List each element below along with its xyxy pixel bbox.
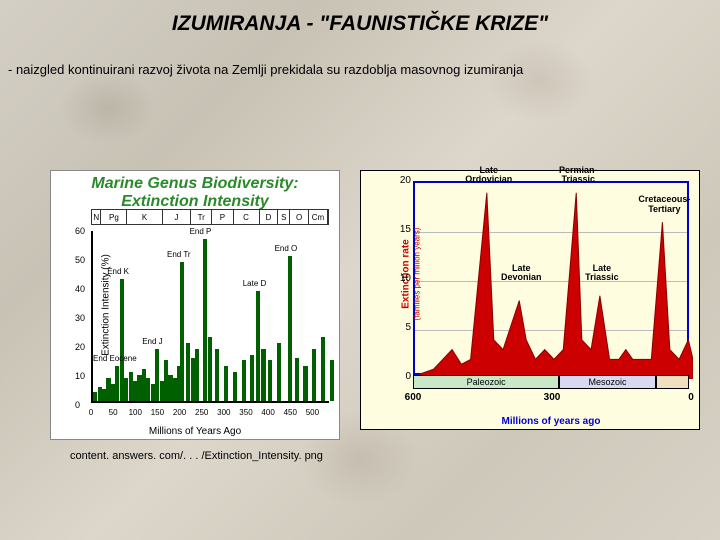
ytick: 20 bbox=[75, 342, 85, 352]
subtitle: - naizgled kontinuirani razvoj života na… bbox=[8, 62, 523, 77]
xtick: 0 bbox=[688, 392, 694, 403]
chart-left-title: Marine Genus Biodiversity: Extinction In… bbox=[51, 171, 339, 211]
peak-label: End J bbox=[142, 337, 162, 346]
peak-label: Cretaceous-Tertiary bbox=[634, 195, 694, 214]
peak-label: End P bbox=[190, 227, 212, 236]
period-cell: S bbox=[278, 210, 290, 224]
xtick: 400 bbox=[261, 408, 274, 417]
ytick: 20 bbox=[397, 175, 411, 186]
chart-right-ylabel-sub: (families per million years) bbox=[412, 228, 421, 321]
xtick: 100 bbox=[129, 408, 142, 417]
xtick: 150 bbox=[151, 408, 164, 417]
peak-label: LateOrdovician bbox=[459, 166, 519, 185]
era-cell bbox=[656, 375, 689, 389]
extinction-bar bbox=[215, 349, 219, 401]
chart-right-xlabel: Millions of years ago bbox=[413, 416, 689, 427]
xtick: 250 bbox=[195, 408, 208, 417]
extinction-bar bbox=[268, 360, 272, 401]
extinction-bar bbox=[261, 349, 265, 401]
extinction-bar bbox=[321, 337, 325, 401]
ytick: 5 bbox=[397, 322, 411, 333]
extinction-bar bbox=[250, 355, 254, 401]
peak-label: End O bbox=[275, 244, 298, 253]
extinction-bar bbox=[256, 291, 260, 401]
period-cell: N bbox=[92, 210, 101, 224]
ytick: 10 bbox=[75, 371, 85, 381]
extinction-bar bbox=[303, 366, 307, 401]
chart-left-xlabel: Millions of Years Ago bbox=[51, 426, 339, 437]
peak-label: Late D bbox=[243, 279, 267, 288]
era-bar: PaleozoicMesozoic bbox=[413, 375, 689, 389]
period-cell: J bbox=[163, 210, 191, 224]
chart-left-title-line1: Marine Genus Biodiversity: bbox=[91, 175, 298, 192]
extinction-bar bbox=[203, 239, 207, 401]
chart-left-caption: content. answers. com/. . . /Extinction_… bbox=[70, 450, 323, 462]
ytick: 0 bbox=[75, 400, 80, 410]
peak-label: LateDevonian bbox=[491, 264, 551, 283]
period-cell: P bbox=[212, 210, 233, 224]
peak-label: Permian-Triassic bbox=[548, 166, 608, 185]
chart-left-ylabel: Extinction Intensity (%) bbox=[100, 254, 111, 356]
extinction-bar bbox=[180, 262, 184, 401]
period-cell: Pg bbox=[101, 210, 127, 224]
extinction-bar bbox=[115, 366, 119, 401]
period-cell: K bbox=[127, 210, 162, 224]
chart-extinction-rate: LateOrdovicianPermian-TriassicLateDevoni… bbox=[360, 170, 700, 430]
extinction-bar bbox=[288, 256, 292, 401]
xtick: 300 bbox=[544, 392, 561, 403]
xtick: 500 bbox=[306, 408, 319, 417]
extinction-bar bbox=[208, 337, 212, 401]
xtick: 0 bbox=[89, 408, 93, 417]
extinction-bar bbox=[330, 360, 334, 401]
xtick: 200 bbox=[173, 408, 186, 417]
chart-left-plot-area: End KEnd TrEnd PLate DEnd OEnd JEnd Eoce… bbox=[91, 231, 329, 403]
chart-extinction-intensity: Marine Genus Biodiversity: Extinction In… bbox=[50, 170, 340, 440]
extinction-bar bbox=[224, 366, 228, 401]
ytick: 15 bbox=[397, 224, 411, 235]
extinction-bar bbox=[195, 349, 199, 401]
chart-left-title-line2: Extinction Intensity bbox=[121, 193, 269, 210]
ytick: 0 bbox=[397, 371, 411, 382]
xtick: 450 bbox=[284, 408, 297, 417]
extinction-bar bbox=[277, 343, 281, 401]
period-cell: C bbox=[234, 210, 260, 224]
ytick: 40 bbox=[75, 284, 85, 294]
period-cell: Tr bbox=[191, 210, 212, 224]
geologic-period-bar: NPgKJTrPCDSOCm bbox=[91, 209, 329, 225]
extinction-bar bbox=[295, 358, 299, 402]
extinction-bar bbox=[233, 372, 237, 401]
era-cell: Paleozoic bbox=[413, 375, 559, 389]
period-cell: Cm bbox=[309, 210, 328, 224]
era-cell: Mesozoic bbox=[559, 375, 656, 389]
ytick: 60 bbox=[75, 226, 85, 236]
extinction-bar bbox=[242, 360, 246, 401]
ytick: 10 bbox=[397, 273, 411, 284]
peak-label: LateTriassic bbox=[572, 264, 632, 283]
ytick: 50 bbox=[75, 255, 85, 265]
xtick: 50 bbox=[109, 408, 118, 417]
xtick: 350 bbox=[239, 408, 252, 417]
peak-label: End Tr bbox=[167, 250, 191, 259]
period-cell: D bbox=[260, 210, 279, 224]
chart-right-plot-area: LateOrdovicianPermian-TriassicLateDevoni… bbox=[413, 181, 689, 375]
xtick: 600 bbox=[405, 392, 422, 403]
xtick: 300 bbox=[217, 408, 230, 417]
page-title: IZUMIRANJA - "FAUNISTIČKE KRIZE" bbox=[0, 12, 720, 36]
ytick: 30 bbox=[75, 313, 85, 323]
period-cell: O bbox=[290, 210, 309, 224]
extinction-bar bbox=[312, 349, 316, 401]
